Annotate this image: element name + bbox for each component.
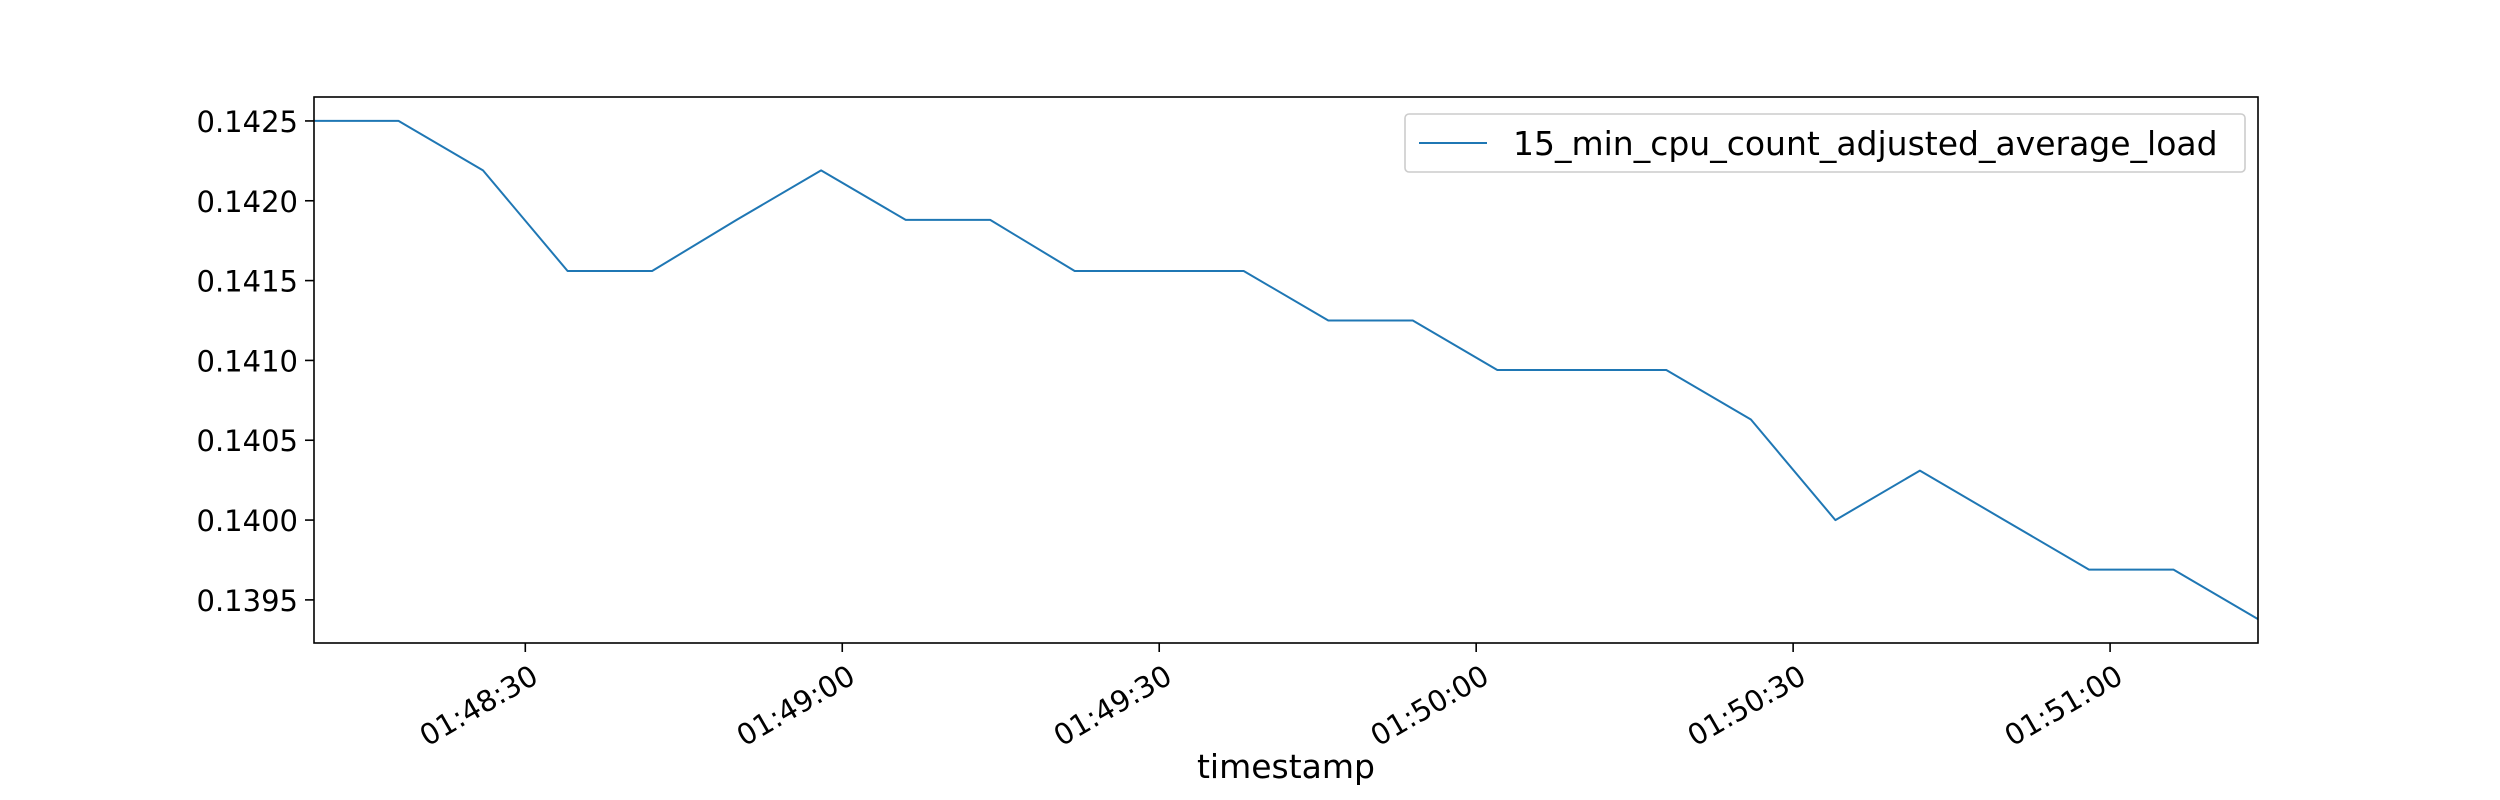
- y-tick-label: 0.1415: [197, 265, 298, 299]
- x-axis-ticks: 01:48:30 01:49:00 01:49:30 01:50:00 01:50:30…: [414, 643, 2129, 753]
- x-tick-label: 01:49:00: [731, 658, 861, 753]
- series-lines: [314, 119, 2259, 620]
- y-tick-label: 0.1425: [197, 105, 298, 139]
- y-tick-label: 0.1400: [197, 504, 298, 538]
- x-tick-label: 01:48:30: [414, 658, 544, 753]
- x-tick-label: 01:50:00: [1365, 658, 1495, 753]
- x-tick-label: 01:51:00: [1999, 658, 2129, 753]
- series-line: [314, 119, 2259, 620]
- y-tick-label: 0.1405: [197, 424, 298, 458]
- y-tick-label: 0.1420: [197, 185, 298, 219]
- legend: 15_min_cpu_count_adjusted_average_load: [1404, 113, 2246, 173]
- legend-label: 15_min_cpu_count_adjusted_average_load: [1513, 124, 2218, 163]
- legend-box: [1404, 113, 2246, 173]
- y-tick-label: 0.1395: [197, 584, 298, 618]
- x-tick-label: 01:50:30: [1682, 658, 1812, 753]
- plot-area-frame: [313, 96, 2259, 644]
- y-axis-ticks: 0.1395 0.1400 0.1405 0.1410 0.1415 0.1420 0.14…: [197, 105, 314, 618]
- y-tick-label: 0.1410: [197, 344, 298, 378]
- x-axis-label: timestamp: [1197, 747, 1375, 786]
- x-tick-label: 01:49:30: [1048, 658, 1178, 753]
